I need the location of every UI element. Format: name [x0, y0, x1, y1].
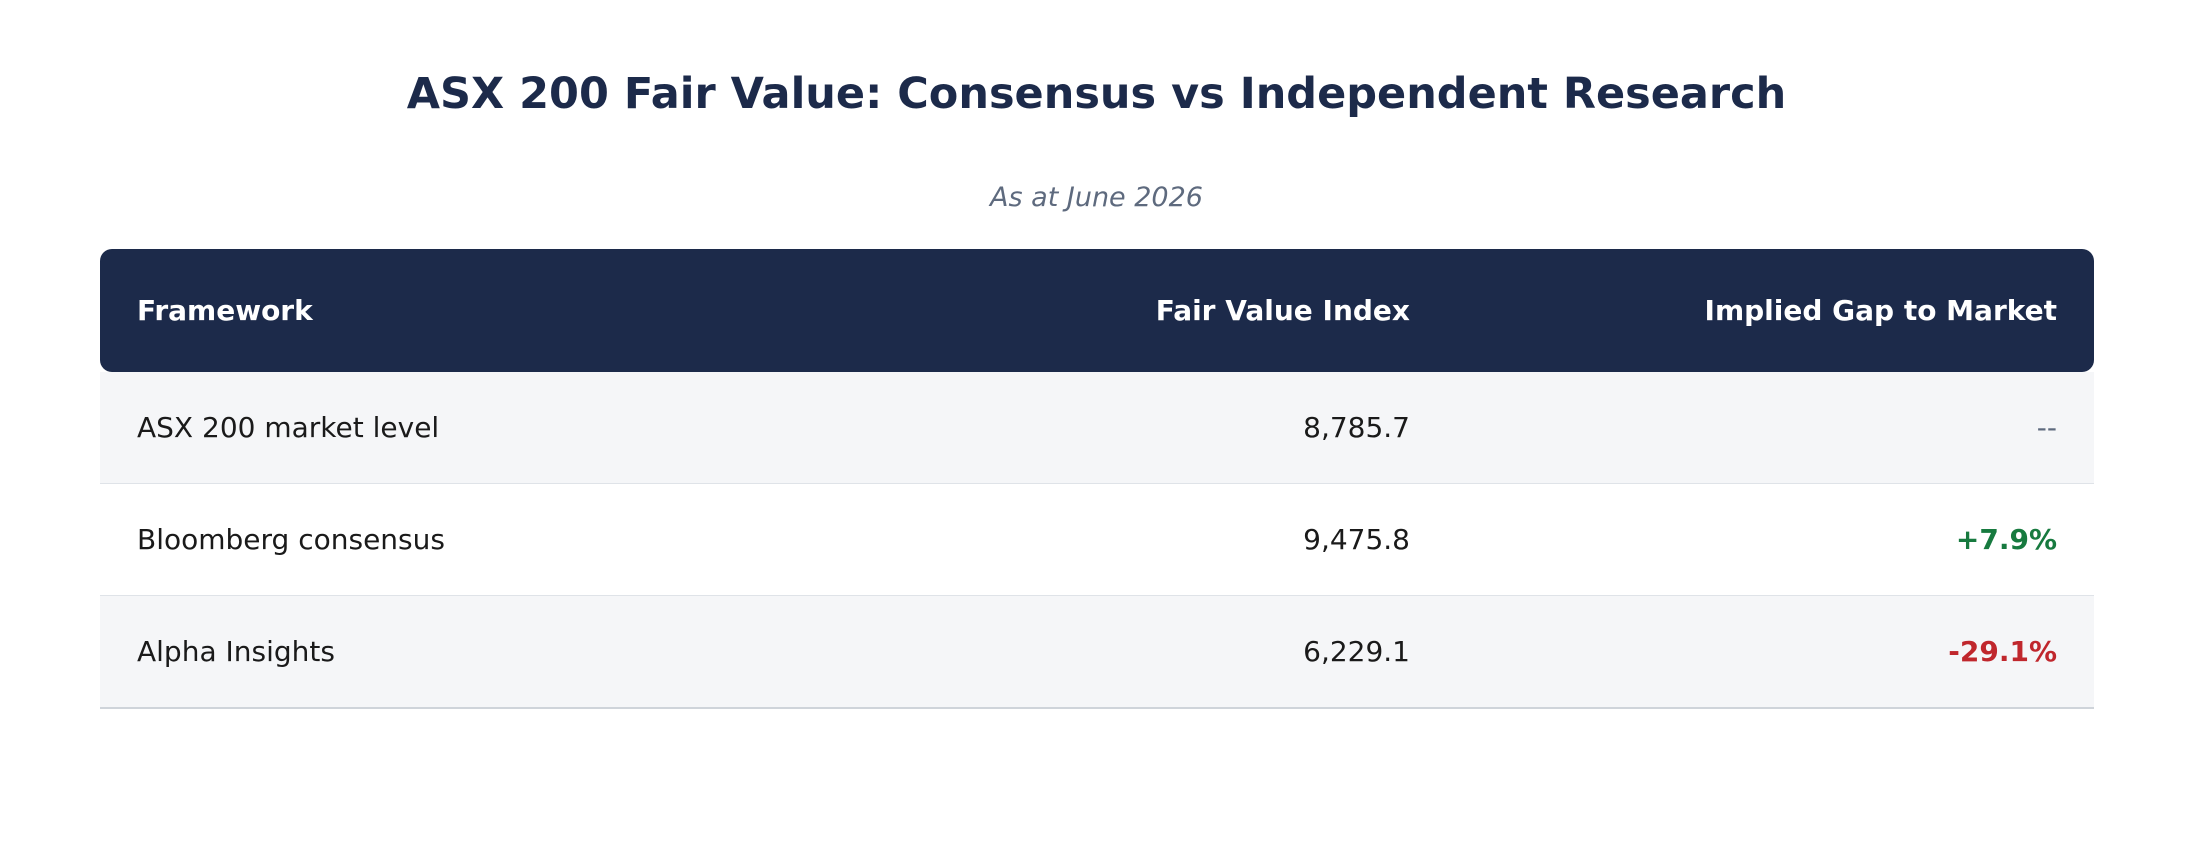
framework-cell: ASX 200 market level — [137, 411, 440, 444]
implied-gap-cell: -- — [2036, 411, 2057, 444]
header-implied-gap: Implied Gap to Market — [1704, 294, 2057, 327]
chart-title: ASX 200 Fair Value: Consensus vs Indepen… — [406, 69, 1787, 119]
implied-gap-cell: -29.1% — [1948, 635, 2057, 668]
header-fair-value-index: Fair Value Index — [1155, 294, 1410, 327]
framework-cell: Bloomberg consensus — [137, 523, 445, 556]
chart-subtitle: As at June 2026 — [990, 182, 1203, 213]
header-framework: Framework — [137, 294, 313, 327]
fair-value-cell: 8,785.7 — [1303, 411, 1410, 444]
fair-value-cell: 9,475.8 — [1303, 523, 1410, 556]
implied-gap-cell: +7.9% — [1955, 523, 2057, 556]
fair-value-cell: 6,229.1 — [1303, 635, 1410, 668]
fair-value-table: Framework Fair Value Index Implied Gap t… — [100, 249, 2094, 709]
table-row: Alpha Insights 6,229.1 -29.1% — [100, 596, 2094, 709]
framework-cell: Alpha Insights — [137, 635, 335, 668]
table-row: Bloomberg consensus 9,475.8 +7.9% — [100, 484, 2094, 596]
table-row: ASX 200 market level 8,785.7 -- — [100, 372, 2094, 484]
table-header: Framework Fair Value Index Implied Gap t… — [100, 249, 2094, 372]
